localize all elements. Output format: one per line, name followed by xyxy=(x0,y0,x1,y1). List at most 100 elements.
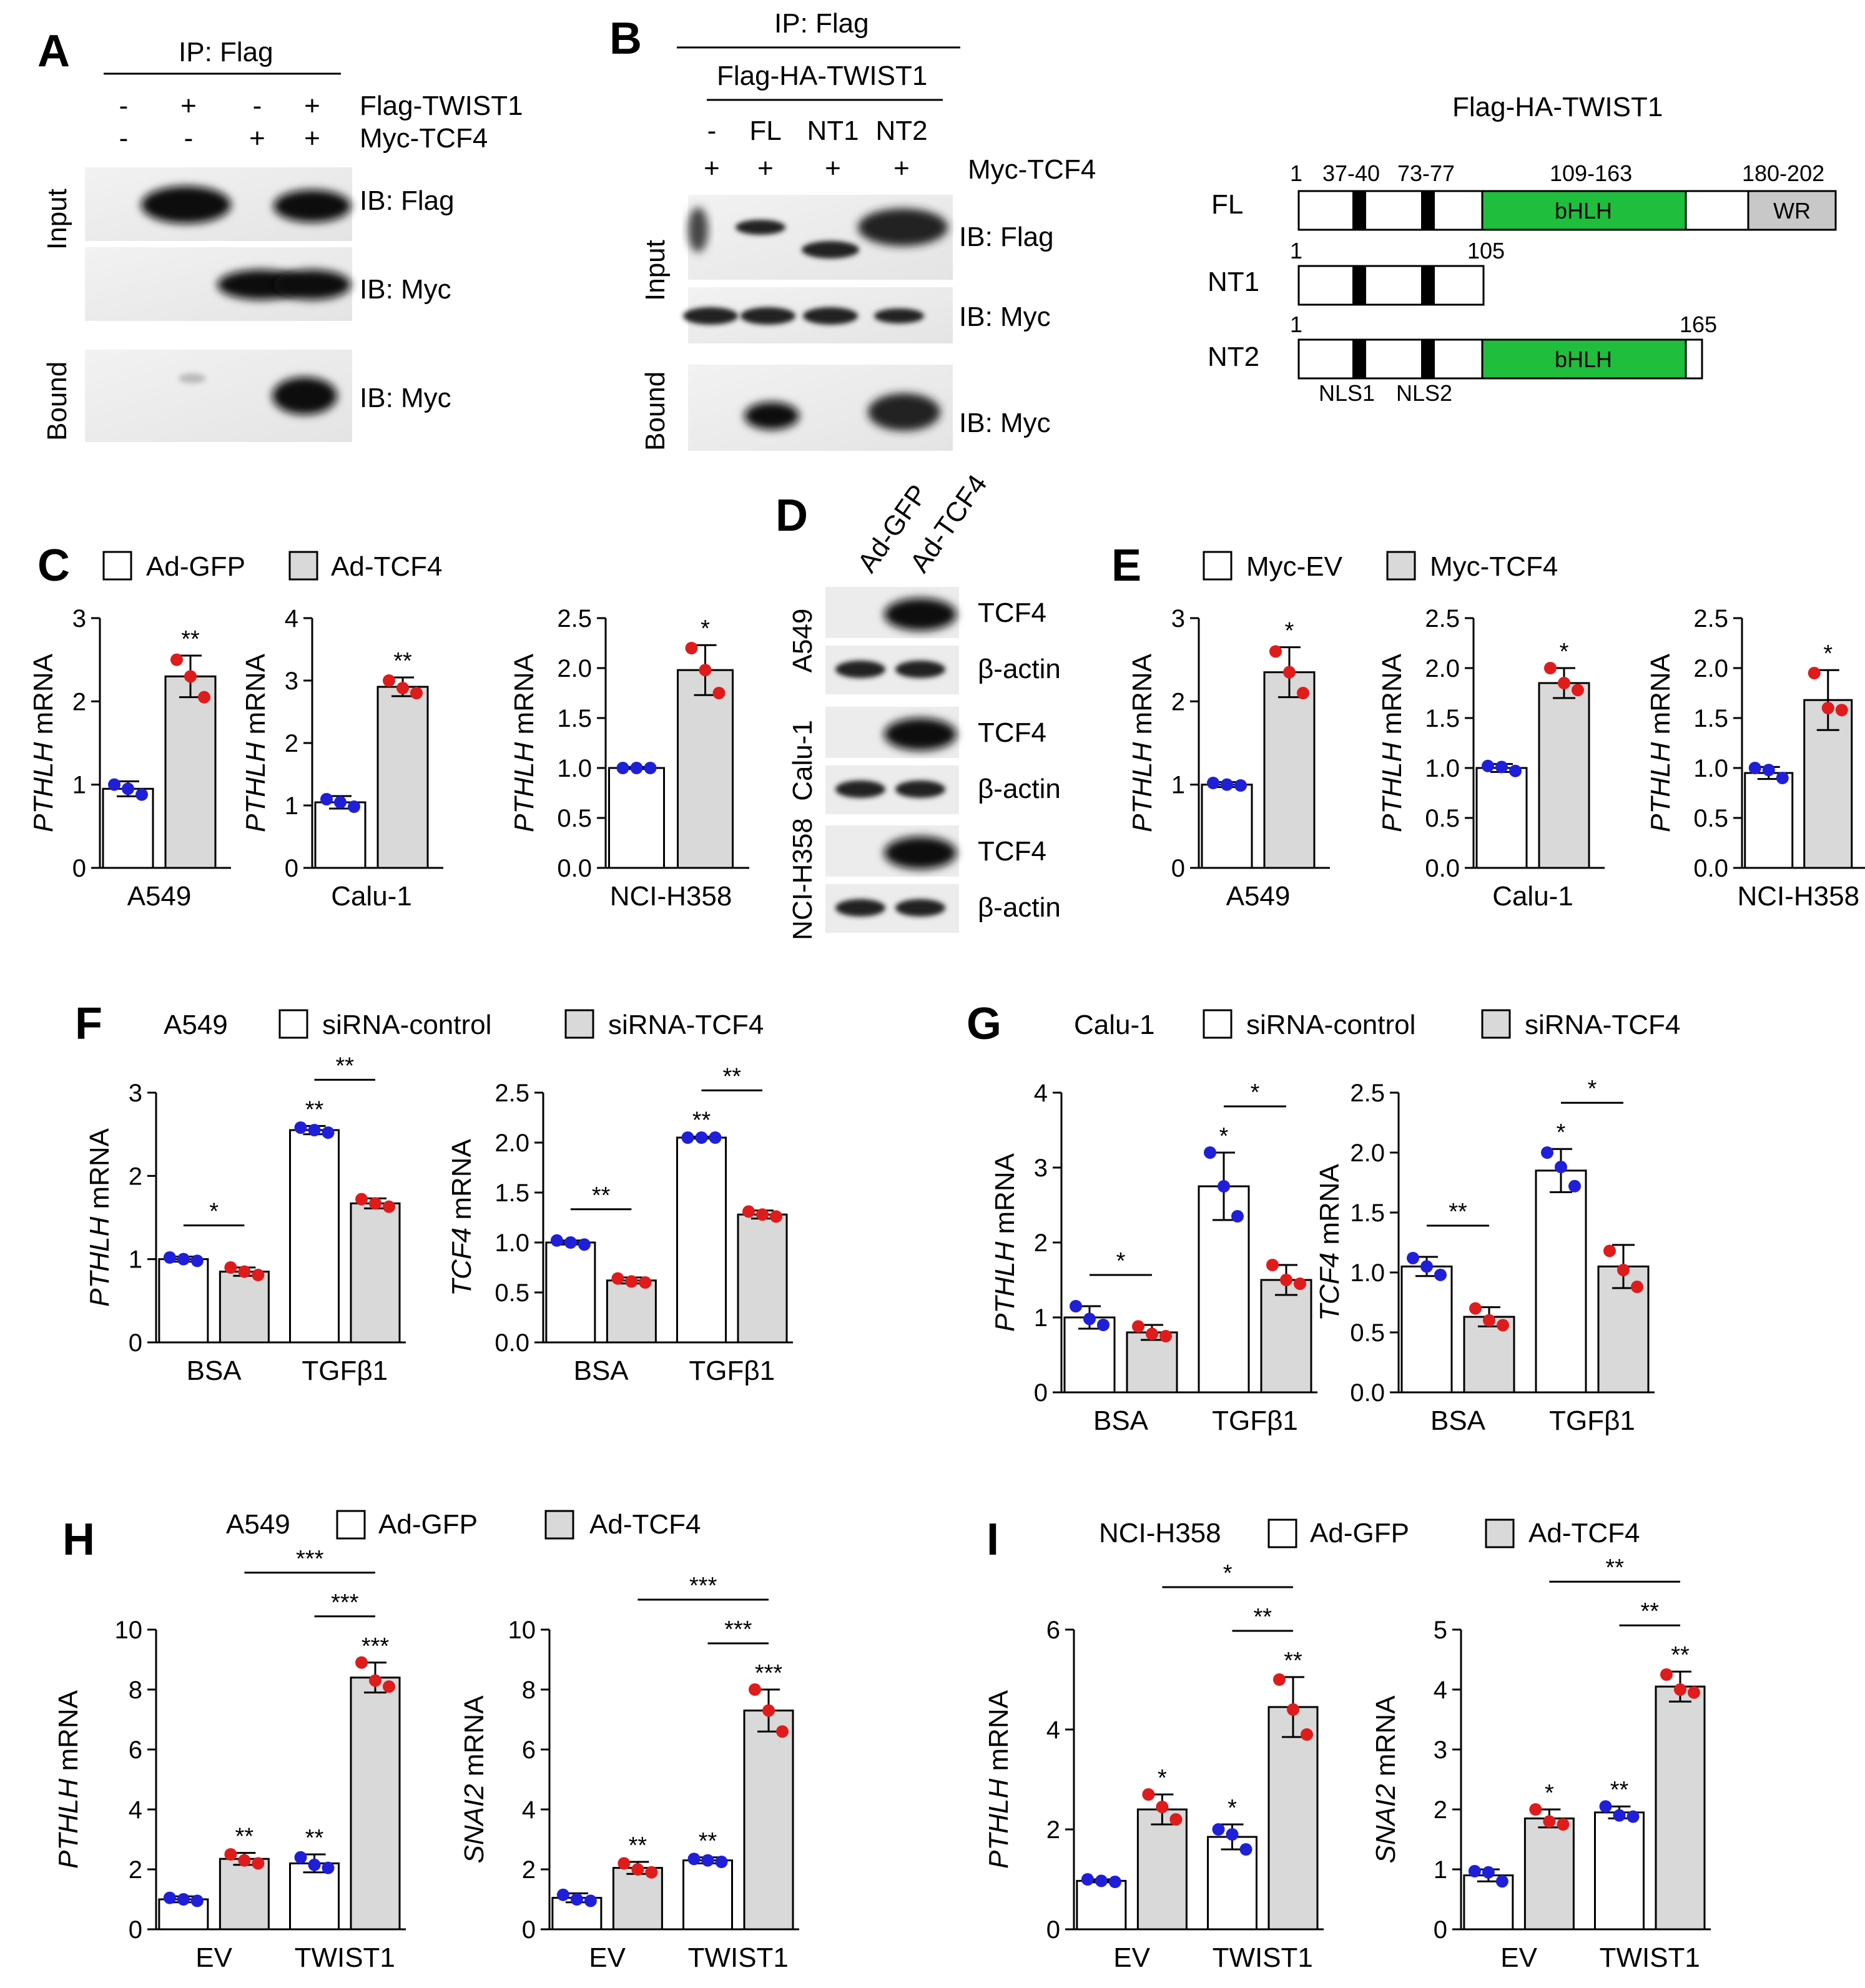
legend-swatch-gray-g xyxy=(1481,1009,1511,1039)
d-cell-label: NCI-H358 xyxy=(787,818,818,940)
significance-stars: * xyxy=(1823,641,1833,667)
chart-e1: 0 1 2 3 PTHLH mRNA A549 * xyxy=(1127,605,1330,912)
sign: + xyxy=(304,123,320,154)
bar-myc-ev xyxy=(1201,784,1253,869)
lane-label: NT2 xyxy=(875,116,927,146)
fl-wr xyxy=(1747,190,1837,231)
y-tick-label: 2.5 xyxy=(495,1080,529,1107)
y-tick-label: 1.5 xyxy=(1693,705,1728,732)
legend-f-2: siRNA-TCF4 xyxy=(608,1010,764,1040)
b-row2-label: Myc-TCF4 xyxy=(968,154,1096,185)
data-point xyxy=(184,670,197,683)
data-point xyxy=(1234,779,1247,792)
data-point xyxy=(749,1683,761,1696)
data-point xyxy=(1626,1810,1640,1823)
b-construct: Flag-HA-TWIST1 xyxy=(717,61,927,91)
x-category-label: TWIST1 xyxy=(1213,1942,1313,1973)
legend-h-2: Ad-TCF4 xyxy=(589,1509,701,1540)
bar-ad-tcf4 xyxy=(219,1858,270,1931)
y-label-suffix: mRNA xyxy=(509,653,539,742)
panel-a: A IP: Flag - + - + - - + + Flag-TWIST1 Myc-TCF… xyxy=(37,26,523,442)
band xyxy=(895,780,945,798)
data-point xyxy=(348,800,360,813)
data-point xyxy=(644,762,657,774)
band xyxy=(179,373,206,383)
bar-ad-gfp xyxy=(314,801,367,869)
nt2-end: 165 xyxy=(1680,312,1717,337)
data-point xyxy=(1468,1864,1481,1877)
panel-i-header: I NCI-H358 Ad-GFP Ad-TCF4 xyxy=(987,1515,1640,1565)
data-point xyxy=(177,1252,190,1266)
significance-stars: * xyxy=(1219,1123,1229,1149)
y-label-gene: PTHLH xyxy=(1127,742,1158,832)
y-tick-label: 3 xyxy=(1171,605,1185,632)
significance-stars: ** xyxy=(692,1107,711,1133)
y-tick-label: 2.5 xyxy=(1425,605,1460,632)
band xyxy=(272,377,337,415)
d-tcf4-label: TCF4 xyxy=(978,836,1046,867)
bar-sirna-tcf4 xyxy=(219,1271,270,1344)
panel-letter-b: B xyxy=(609,14,642,64)
y-tick-label: 0.0 xyxy=(495,1329,529,1357)
pos-180-202: 180-202 xyxy=(1742,160,1824,186)
x-category-label: TGFβ1 xyxy=(1212,1405,1298,1436)
significance-stars: ** xyxy=(629,1833,647,1859)
significance-stars: * xyxy=(1158,1765,1167,1791)
data-point xyxy=(355,1193,368,1206)
data-point xyxy=(1212,1823,1225,1836)
legend-swatch-white-c xyxy=(102,551,132,581)
data-point xyxy=(756,1208,769,1221)
y-label-gene: PTHLH xyxy=(53,1779,84,1869)
data-point xyxy=(1776,772,1789,784)
data-point xyxy=(1095,1874,1108,1887)
data-point xyxy=(1631,1281,1643,1294)
sign: - xyxy=(119,91,129,121)
data-point xyxy=(135,788,148,801)
y-label-suffix: mRNA xyxy=(990,1153,1020,1241)
legend-i-1: Ad-GFP xyxy=(1310,1518,1409,1548)
band xyxy=(835,780,885,798)
data-point xyxy=(252,1269,265,1281)
bar-ad-tcf4 xyxy=(677,669,734,869)
fl-bhlh xyxy=(1481,190,1687,231)
sign: + xyxy=(825,153,841,184)
data-point xyxy=(308,1124,321,1136)
bar-sirna-control xyxy=(158,1258,209,1344)
data-point xyxy=(639,1276,652,1289)
bar-sirna-tcf4 xyxy=(350,1202,401,1344)
data-point xyxy=(1273,1673,1286,1686)
y-tick-label: 0 xyxy=(1434,1916,1447,1944)
data-point xyxy=(709,1131,722,1144)
bracket-stars: * xyxy=(209,1199,219,1225)
nt1-label: NT1 xyxy=(1208,267,1259,297)
x-category-label: A549 xyxy=(1226,881,1291,912)
data-point xyxy=(584,1894,597,1907)
y-axis-label: PTHLH mRNA xyxy=(983,1690,1014,1869)
bar-myc-ev xyxy=(1744,772,1794,869)
significance-stars: ** xyxy=(1284,1648,1302,1674)
data-point xyxy=(1599,1800,1612,1813)
data-point xyxy=(1231,1210,1244,1223)
band xyxy=(273,190,351,222)
panel-b: B IP: Flag Flag-HA-TWIST1 - FL NT1 NT2 + + + +… xyxy=(609,8,1096,451)
data-point xyxy=(695,1131,708,1144)
y-axis-label: TCF4 mRNA xyxy=(446,1138,477,1296)
bar-ad-tcf4 xyxy=(612,1867,663,1931)
chart-e3: 0.0 0.5 1.0 1.5 2.0 2.5 PTHLH mRNA NCI-H358 * xyxy=(1645,605,1865,912)
bracket-stars: *** xyxy=(331,1590,359,1616)
lane-label: FL xyxy=(749,116,781,146)
bar-ad-tcf4 xyxy=(1523,1817,1575,1931)
bracket-stars: * xyxy=(1116,1248,1126,1274)
bar-sirna-tcf4 xyxy=(606,1279,657,1344)
legend-swatch-white-i xyxy=(1267,1518,1297,1548)
panel-e-header: E Myc-EV Myc-TCF4 xyxy=(1111,541,1558,591)
bracket-stars: * xyxy=(1251,1080,1260,1106)
data-point xyxy=(645,1866,658,1879)
d-cell-label: Calu-1 xyxy=(787,720,818,801)
y-label-gene: PTHLH xyxy=(240,742,271,832)
y-tick-label: 4 xyxy=(129,1796,142,1824)
data-point xyxy=(1555,1161,1567,1174)
bar-ad-tcf4 xyxy=(350,1676,401,1931)
y-tick-label: 4 xyxy=(1434,1676,1447,1704)
data-point xyxy=(1301,1728,1313,1741)
